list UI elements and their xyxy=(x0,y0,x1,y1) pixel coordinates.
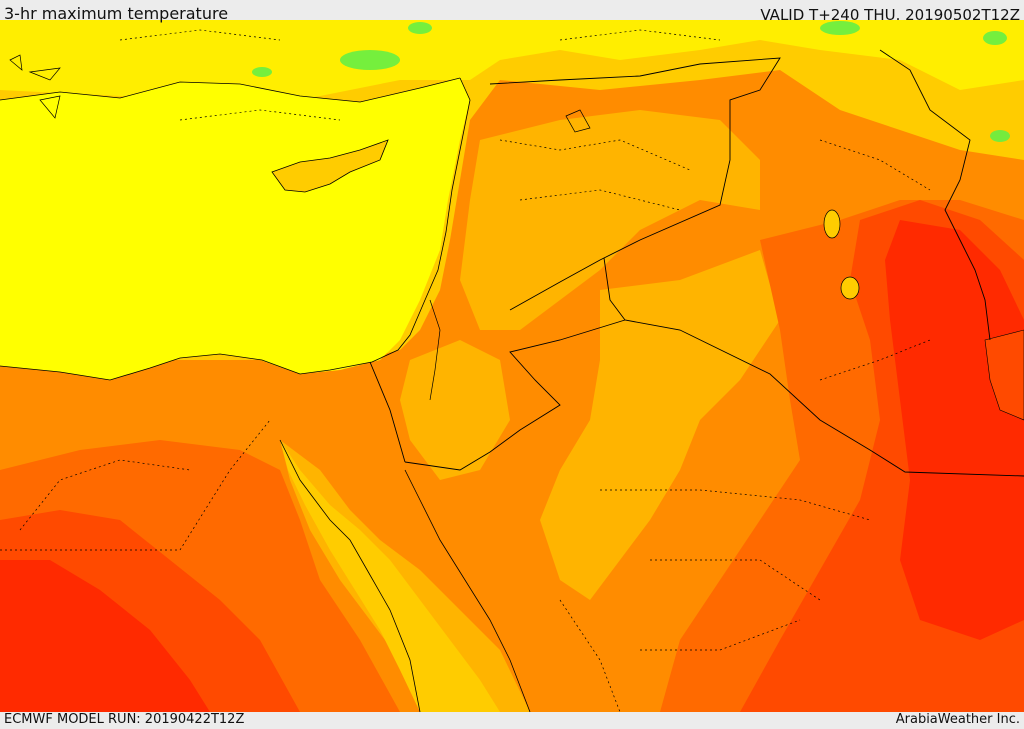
border-syria-iraq xyxy=(489,57,781,311)
green-spot-3 xyxy=(820,21,860,35)
model-run-label: ECMWF MODEL RUN: 20190422T12Z xyxy=(4,712,245,727)
cyprus xyxy=(271,139,389,193)
coastline-red-sea-west xyxy=(279,439,421,712)
border-jordan-saudi xyxy=(404,319,626,471)
sinai-outline xyxy=(429,299,441,401)
green-spot-5 xyxy=(252,67,272,77)
green-spot-6 xyxy=(990,130,1010,142)
zone-amber-central xyxy=(460,110,760,330)
coastline-red-sea-east xyxy=(404,469,531,712)
zone-amber-arabia xyxy=(540,250,780,600)
border-iraq-iran xyxy=(879,49,991,341)
mediterranean-sea xyxy=(0,78,470,380)
zone-red-core xyxy=(885,220,1024,640)
temperature-map-svg xyxy=(0,20,1024,712)
lake-assad xyxy=(565,109,591,133)
green-spot-4 xyxy=(983,31,1007,45)
persian-gulf xyxy=(984,329,1024,421)
lake-tharthar xyxy=(823,209,841,239)
valid-time: VALID T+240 THU. 20190502T12Z xyxy=(760,6,1020,24)
map-title: 3-hr maximum temperature xyxy=(4,4,229,23)
red-sea xyxy=(280,440,500,712)
coastline-turkey xyxy=(0,77,461,103)
green-spot-1 xyxy=(340,50,400,70)
coastline-levant xyxy=(0,77,471,381)
zone-amber-sinai xyxy=(400,340,510,480)
zone-amber-red-sea xyxy=(280,440,530,712)
zone-red-sw xyxy=(0,560,210,712)
admin-boundaries xyxy=(0,29,931,712)
aegean-islands xyxy=(9,54,61,119)
border-egypt-israel xyxy=(369,361,406,463)
green-spot-2 xyxy=(408,22,432,34)
lake-razzaza xyxy=(840,276,860,300)
temperature-map xyxy=(0,20,1024,712)
credit-label: ArabiaWeather Inc. xyxy=(895,712,1020,727)
zone-north-lightyellow xyxy=(0,20,1024,100)
border-iraq-saudi xyxy=(603,257,1024,477)
